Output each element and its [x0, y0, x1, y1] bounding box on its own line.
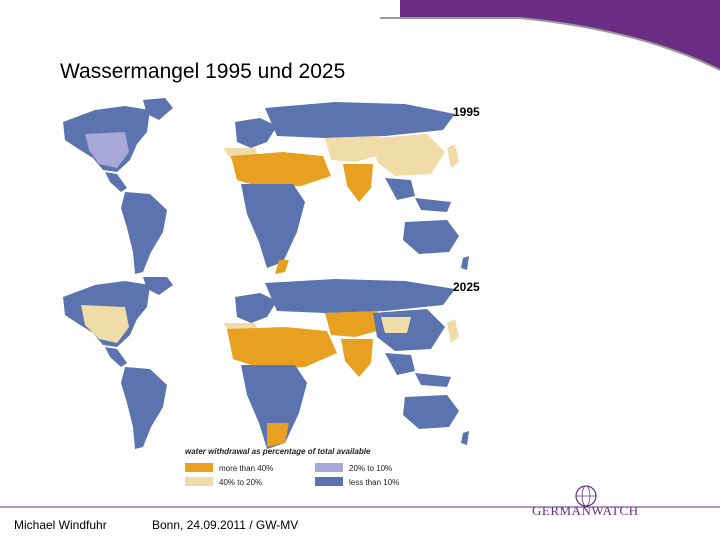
legend-label-less-than-10: less than 10% [349, 478, 399, 487]
legend-swatch-less-than-10 [315, 477, 343, 486]
globe-icon [575, 485, 597, 507]
footer-place-date: Bonn, 24.09.2011 / GW-MV [152, 518, 299, 532]
legend-swatch-40-to-20 [185, 477, 213, 486]
map-2025-label: 2025 [453, 280, 480, 294]
footer-author: Michael Windfuhr [14, 518, 107, 532]
legend-swatch-more-than-40 [185, 463, 213, 472]
corner-decoration [380, 0, 720, 71]
legend: water withdrawal as percentage of total … [185, 447, 399, 487]
legend-label-40-to-20: 40% to 20% [219, 478, 262, 487]
legend-label-20-to-10: 20% to 10% [349, 464, 392, 473]
legend-title: water withdrawal as percentage of total … [185, 447, 371, 456]
footer-decoration [0, 506, 720, 508]
map-2025: 2025 [63, 277, 480, 449]
legend-label-more-than-40: more than 40% [219, 464, 273, 473]
logo-text: GERMANWATCH [532, 503, 639, 518]
germanwatch-logo: GERMANWATCH [532, 485, 639, 518]
legend-swatch-20-to-10 [315, 463, 343, 472]
slide-title: Wassermangel 1995 und 2025 [60, 60, 346, 83]
map-1995: 1995 [63, 98, 480, 274]
water-scarcity-maps: 1995 2025 [63, 98, 480, 487]
map-1995-label: 1995 [453, 105, 480, 119]
